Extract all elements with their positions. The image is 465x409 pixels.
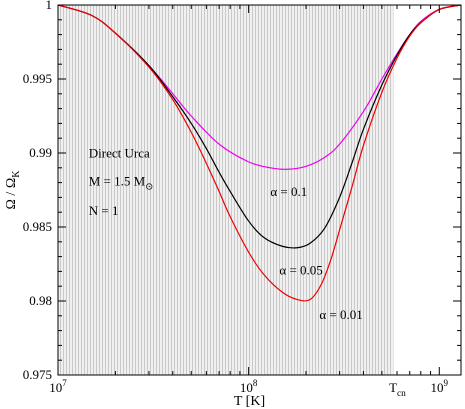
series-label-0: α = 0.1 <box>270 184 307 199</box>
series-label-1: α = 0.05 <box>279 262 322 277</box>
annotation-mass-main: M = 1.5 M <box>89 174 146 189</box>
y-tick-label: 1 <box>46 0 53 12</box>
x-axis-title: T [K] <box>234 394 265 409</box>
annotation-mass: M = 1.5 M⊙ <box>89 174 153 193</box>
y-axis-title-sub: K <box>11 170 22 178</box>
series-line-1 <box>58 5 461 249</box>
y-axis-title-main: Ω / Ω <box>4 178 19 210</box>
annotation-direct-urca: Direct Urca <box>89 145 150 160</box>
x-tick-exp: 9 <box>444 378 449 388</box>
x-tick-label: 107 <box>49 378 67 395</box>
y-axis-title: Ω / ΩK <box>4 170 22 210</box>
y-tick-label: 0.985 <box>23 219 52 234</box>
series-line-2 <box>58 5 461 302</box>
plot-frame <box>57 4 462 376</box>
shaded-region <box>58 5 394 375</box>
y-tick-label: 0.99 <box>29 145 52 160</box>
marker-label: Tcn <box>389 380 406 399</box>
x-tick-exp: 7 <box>62 378 67 388</box>
annotation-index-main: N = 1 <box>89 203 119 218</box>
y-tick-label: 0.98 <box>29 293 52 308</box>
x-tick-base: 10 <box>49 380 62 395</box>
annotation-direct-urca-main: Direct Urca <box>89 145 150 160</box>
x-axis-title-main: T [K] <box>234 394 265 409</box>
y-tick-label: 0.995 <box>23 71 52 86</box>
x-tick-base: 10 <box>431 380 444 395</box>
annotation-mass-sub: ⊙ <box>145 182 153 192</box>
y-tick-label: 0.975 <box>23 367 52 382</box>
x-tick-exp: 8 <box>253 378 258 388</box>
annotation-index: N = 1 <box>89 203 119 218</box>
x-tick-base: 10 <box>240 380 253 395</box>
marker-label-main: T <box>389 380 397 395</box>
x-tick-label: 109 <box>431 378 449 395</box>
series-label-2: α = 0.01 <box>319 307 362 322</box>
x-tick-label: 108 <box>240 378 258 395</box>
marker-label-sub: cn <box>397 389 406 399</box>
